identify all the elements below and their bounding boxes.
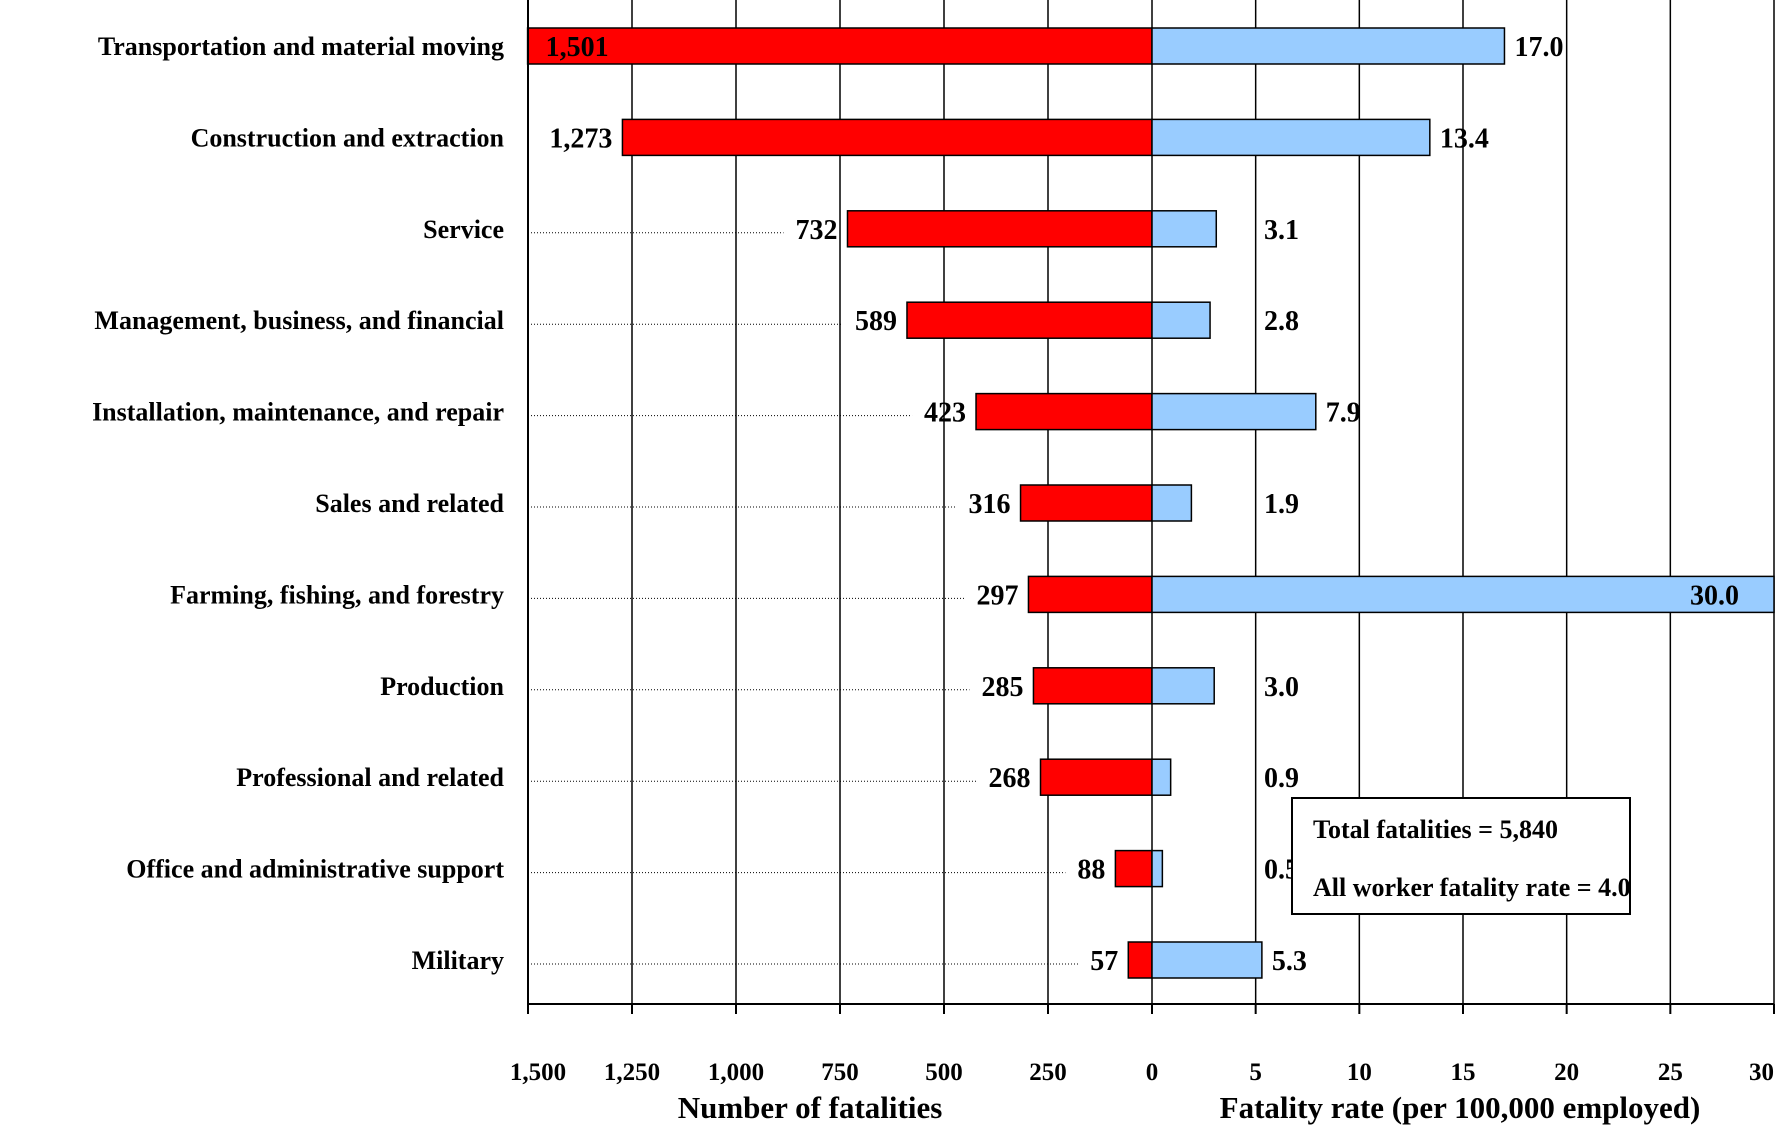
tick-label-rate-4: 25 [1658,1059,1683,1086]
rate-value-label: 0.9 [1264,763,1299,794]
fatalities-value-label: 1,501 [546,32,609,63]
category-label: Professional and related [236,763,504,792]
tick-label-fatalities-2: 1,000 [708,1059,764,1086]
tick-label-fatalities-0: 1,500 [510,1059,566,1086]
fatalities-bar [1114,849,1153,888]
fatalities-bar [1032,667,1153,705]
rate-bar [1151,210,1218,248]
rate-value-label: 13.4 [1440,123,1489,154]
fatalities-bar [621,118,1153,157]
category-label: Farming, fishing, and forestry [170,580,504,609]
fatalities-bar [526,27,1153,65]
fatalities-bar [1127,941,1153,979]
rate-bar [1151,118,1431,157]
fatalities-bar [1039,758,1153,796]
rate-bar [1151,301,1211,339]
tick-label-fatalities-4: 500 [925,1059,963,1086]
leader-lines [528,232,1079,965]
rate-value-label: 3.0 [1264,672,1299,703]
rate-value-label: 2.8 [1264,306,1299,337]
rate-value-label: 1.9 [1264,489,1299,520]
rate-bar [1151,667,1215,705]
rate-bar [1151,758,1172,796]
category-label: Service [423,215,504,244]
bars [526,27,1775,979]
annotation-total-fatalities: Total fatalities = 5,840 [1313,815,1558,844]
axes: 1,500 1,250 1,000 750 500 250 0 5 10 15 20 25 30 [510,0,1775,1086]
rate-bar [1151,849,1164,888]
category-label: Production [380,672,504,701]
tick-label-fatalities-6: 0 [1146,1059,1159,1086]
category-label: Installation, maintenance, and repair [92,398,504,427]
annotation-all-worker-rate: All worker fatality rate = 4.0 [1313,873,1631,902]
rate-value-label: 17.0 [1514,32,1563,63]
fatalities-value-label: 1,273 [549,123,612,154]
tick-label-fatalities-1: 1,250 [604,1059,660,1086]
category-label: Office and administrative support [126,855,504,884]
tick-label-rate-1: 10 [1347,1059,1372,1086]
category-label: Management, business, and financial [94,306,504,335]
rate-bar [1151,484,1193,522]
tick-label-rate-0: 5 [1249,1059,1262,1086]
tick-label-fatalities-5: 250 [1029,1059,1067,1086]
left-axis-title: Number of fatalities [678,1090,943,1125]
tick-label-rate-3: 20 [1554,1059,1579,1086]
fatalities-value-label: 297 [976,580,1018,611]
rate-bar [1151,392,1317,431]
fatalities-bar [1019,484,1153,522]
fatalities-value-label: 589 [855,306,897,337]
tick-label-rate-5: 30 [1749,1059,1774,1086]
category-label: Construction and extraction [191,123,505,152]
rate-value-label: 7.9 [1326,398,1361,429]
fatalities-value-label: 285 [981,672,1023,703]
rate-value-label: 3.1 [1264,215,1299,246]
rate-bar [1151,941,1263,979]
fatalities-bar [1027,575,1153,614]
fatalities-value-label: 732 [795,215,837,246]
fatalities-value-label: 57 [1090,946,1118,977]
category-label: Transportation and material moving [98,32,504,61]
fatalities-bar [906,301,1153,339]
rate-bar [1151,27,1506,65]
category-label: Military [412,946,504,975]
rate-value-label: 30.0 [1690,580,1739,611]
labels: Transportation and material moving 1,501 1… [92,32,1739,977]
fatalities-value-label: 268 [989,763,1031,794]
fatalities-value-label: 88 [1077,855,1105,886]
fatalities-bar [975,392,1153,431]
rate-bar [1151,575,1775,614]
fatalities-value-label: 423 [924,398,966,429]
fatalities-bar [846,210,1153,248]
category-label: Sales and related [315,489,504,518]
annotation-frame [1291,797,1631,915]
totals-annotation-box: Total fatalities = 5,840 All worker fata… [1291,797,1631,915]
rate-value-label: 5.3 [1272,946,1307,977]
tick-label-fatalities-3: 750 [821,1059,859,1086]
tick-label-rate-2: 15 [1451,1059,1476,1086]
right-axis-title: Fatality rate (per 100,000 employed) [1220,1090,1701,1125]
fatalities-value-label: 316 [969,489,1011,520]
